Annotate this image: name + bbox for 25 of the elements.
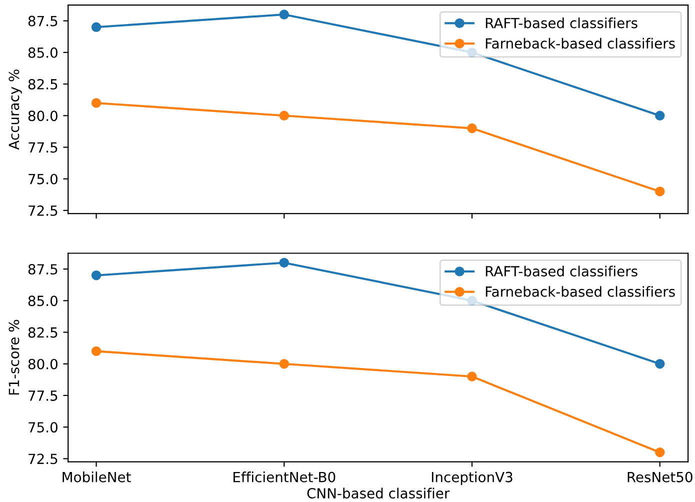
y-tick-label: 77.5 <box>28 390 58 401</box>
y-tick-label: 82.5 <box>28 327 58 338</box>
x-tick-label: ResNet50 <box>628 472 692 482</box>
y-tick-label: 80.0 <box>28 110 58 122</box>
y-tick-label: 77.5 <box>28 142 58 153</box>
y-tick-label: 80.0 <box>28 358 58 370</box>
y-tick-label: 72.5 <box>28 454 58 464</box>
legend-label: RAFT-based classifiers <box>486 266 638 276</box>
y-axis-title: Accuracy % <box>8 70 22 150</box>
legend-label: Farneback-based classifiers <box>486 38 675 49</box>
y-tick-label: 72.5 <box>28 205 58 216</box>
x-axis-title: CNN-based classifier <box>307 488 450 499</box>
legend-label: Farneback-based classifiers <box>486 286 675 297</box>
x-tick-label: MobileNet <box>62 472 131 482</box>
x-tick-label: EfficientNet-B0 <box>234 472 336 482</box>
legend-label: RAFT-based classifiers <box>486 18 638 28</box>
y-tick-label: 75.0 <box>28 422 58 433</box>
x-tick-label: InceptionV3 <box>432 472 512 486</box>
y-tick-label: 87.5 <box>28 16 58 26</box>
y-tick-label: 75.0 <box>28 174 58 184</box>
y-tick-label: 82.5 <box>28 79 58 90</box>
y-axis-title: F1-score % <box>8 320 20 395</box>
y-tick-label: 85.0 <box>28 47 58 58</box>
y-tick-label: 87.5 <box>28 264 58 275</box>
y-tick-label: 85.0 <box>28 296 58 306</box>
